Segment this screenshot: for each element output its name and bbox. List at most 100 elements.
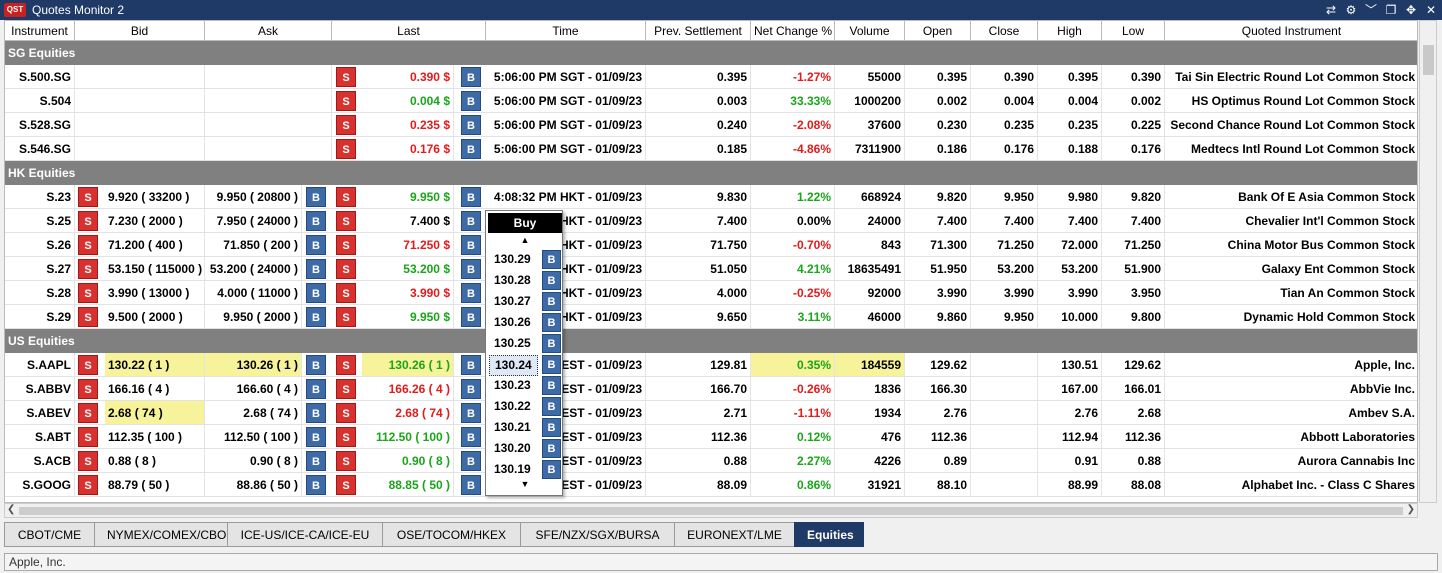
close-icon[interactable]: ✕ bbox=[1425, 3, 1437, 17]
move-icon[interactable]: ✥ bbox=[1405, 3, 1417, 17]
tab-nymex-comex-cboe[interactable]: NYMEX/COMEX/CBOE bbox=[94, 522, 234, 547]
quote-row[interactable]: S.ACB 0.88 ( 8 ) 0.90 ( 8 ) 0.90 ( 8 ) EST -… bbox=[5, 449, 1417, 473]
ladder-price-row[interactable]: 130.20 B bbox=[486, 438, 564, 459]
ladder-buy-button[interactable]: B bbox=[542, 313, 561, 332]
sell-button[interactable]: S bbox=[336, 283, 356, 303]
column-header-last[interactable]: Last bbox=[332, 21, 486, 40]
buy-button[interactable]: B bbox=[461, 283, 481, 303]
link-icon[interactable]: ⇄ bbox=[1325, 3, 1337, 17]
horizontal-scrollbar[interactable]: ❮ ❯ bbox=[4, 503, 1418, 518]
ladder-buy-button[interactable]: B bbox=[542, 439, 561, 458]
sell-button[interactable]: S bbox=[336, 307, 356, 327]
scroll-up-icon[interactable]: ▲ bbox=[520, 235, 530, 245]
buy-button[interactable]: B bbox=[461, 307, 481, 327]
sell-button[interactable]: S bbox=[336, 187, 356, 207]
ladder-price[interactable]: 130.24 bbox=[489, 355, 538, 376]
sell-button[interactable]: S bbox=[336, 235, 356, 255]
sell-button[interactable]: S bbox=[336, 451, 356, 471]
sell-bid-button[interactable]: S bbox=[78, 475, 98, 495]
ladder-price[interactable]: 130.22 bbox=[494, 399, 531, 413]
column-header-vol[interactable]: Volume bbox=[835, 21, 905, 40]
scroll-right-icon[interactable]: ❯ bbox=[1406, 504, 1415, 515]
quote-row[interactable]: S.27 53.150 ( 115000 ) 53.200 ( 24000 ) 53.… bbox=[5, 257, 1417, 281]
restore-icon[interactable]: ❐ bbox=[1385, 3, 1397, 17]
sell-button[interactable]: S bbox=[336, 355, 356, 375]
ladder-price-row[interactable]: 130.26 B bbox=[486, 312, 564, 333]
buy-button[interactable]: B bbox=[461, 235, 481, 255]
sell-bid-button[interactable]: S bbox=[78, 259, 98, 279]
quote-row[interactable]: S.504 0.004 $5:06:00 PM SGT - 01/09/23 0.0… bbox=[5, 89, 1417, 113]
ladder-buy-button[interactable]: B bbox=[542, 418, 561, 437]
ladder-price-row[interactable]: 130.19 B bbox=[486, 459, 564, 480]
quote-row[interactable]: S.29 9.500 ( 2000 ) 9.950 ( 2000 ) 9.950 $ H… bbox=[5, 305, 1417, 329]
buy-button[interactable]: B bbox=[461, 187, 481, 207]
ladder-buy-button[interactable]: B bbox=[542, 397, 561, 416]
buy-button[interactable]: B bbox=[461, 355, 481, 375]
sell-button[interactable]: S bbox=[336, 139, 356, 159]
column-header-bid[interactable]: Bid bbox=[75, 21, 205, 40]
sell-bid-button[interactable]: S bbox=[78, 187, 98, 207]
sell-button[interactable]: S bbox=[336, 475, 356, 495]
buy-button[interactable]: B bbox=[461, 211, 481, 231]
column-header-high[interactable]: High bbox=[1038, 21, 1102, 40]
ladder-price-row[interactable]: 130.23 B bbox=[486, 375, 564, 396]
buy-ask-button[interactable]: B bbox=[306, 379, 326, 399]
tab-ice-us-ice-ca-ice-eu[interactable]: ICE-US/ICE-CA/ICE-EU bbox=[227, 522, 382, 547]
sell-bid-button[interactable]: S bbox=[78, 403, 98, 423]
buy-button[interactable]: B bbox=[461, 259, 481, 279]
sell-bid-button[interactable]: S bbox=[78, 355, 98, 375]
ladder-buy-button[interactable]: B bbox=[542, 334, 561, 353]
column-header-prev[interactable]: Prev. Settlement bbox=[646, 21, 751, 40]
sell-bid-button[interactable]: S bbox=[78, 451, 98, 471]
ladder-price[interactable]: 130.19 bbox=[494, 462, 531, 476]
quote-row[interactable]: S.500.SG 0.390 $ 5:06:00 PM SGT - 01/09/23… bbox=[5, 65, 1417, 89]
ladder-price[interactable]: 130.25 bbox=[494, 336, 531, 350]
buy-ask-button[interactable]: B bbox=[306, 475, 326, 495]
sell-button[interactable]: S bbox=[336, 91, 356, 111]
ladder-price-row[interactable]: 130.21 B bbox=[486, 417, 564, 438]
quote-row[interactable]: S.GOOG 88.79 ( 50 ) 88.86 ( 50 ) 88.85 ( 50… bbox=[5, 473, 1417, 497]
sell-bid-button[interactable]: S bbox=[78, 235, 98, 255]
scroll-thumb[interactable] bbox=[19, 507, 1403, 515]
ladder-buy-button[interactable]: B bbox=[542, 292, 561, 311]
column-header-open[interactable]: Open bbox=[905, 21, 971, 40]
sell-button[interactable]: S bbox=[336, 403, 356, 423]
column-header-close[interactable]: Close bbox=[971, 21, 1038, 40]
ladder-price-row[interactable]: 130.22 B bbox=[486, 396, 564, 417]
ladder-price-row[interactable]: 130.24 B bbox=[486, 354, 564, 376]
buy-ask-button[interactable]: B bbox=[306, 187, 326, 207]
ladder-buy-button[interactable]: B bbox=[542, 376, 561, 395]
ladder-price[interactable]: 130.28 bbox=[494, 273, 531, 287]
quote-row[interactable]: S.528.SG 0.235 $ 5:06:00 PM SGT - 01/09/23… bbox=[5, 113, 1417, 137]
column-header-chg[interactable]: Net Change % bbox=[751, 21, 835, 40]
tab-cbot-cme[interactable]: CBOT/CME bbox=[4, 522, 94, 547]
tab-equities[interactable]: Equities bbox=[794, 522, 864, 547]
sell-bid-button[interactable]: S bbox=[78, 283, 98, 303]
sell-bid-button[interactable]: S bbox=[78, 211, 98, 231]
sell-button[interactable]: S bbox=[336, 67, 356, 87]
buy-ask-button[interactable]: B bbox=[306, 283, 326, 303]
buy-ask-button[interactable]: B bbox=[306, 451, 326, 471]
buy-button[interactable]: B bbox=[461, 451, 481, 471]
tab-sfe-nzx-sgx-bursa[interactable]: SFE/NZX/SGX/BURSA bbox=[520, 522, 674, 547]
buy-button[interactable]: B bbox=[461, 91, 481, 111]
quote-row[interactable]: S.26 71.200 ( 400 ) 71.850 ( 200 ) 71.250 $… bbox=[5, 233, 1417, 257]
buy-button[interactable]: B bbox=[461, 403, 481, 423]
ladder-price-row[interactable]: 130.25 B bbox=[486, 333, 564, 354]
tab-euronext-lme[interactable]: EURONEXT/LME bbox=[674, 522, 794, 547]
buy-ask-button[interactable]: B bbox=[306, 235, 326, 255]
tab-ose-tocom-hkex[interactable]: OSE/TOCOM/HKEX bbox=[382, 522, 520, 547]
ladder-buy-button[interactable]: B bbox=[542, 355, 561, 374]
buy-button[interactable]: B bbox=[461, 139, 481, 159]
buy-button[interactable]: B bbox=[461, 475, 481, 495]
quote-row[interactable]: S.25 7.230 ( 2000 ) 7.950 ( 24000 ) 7.400 $… bbox=[5, 209, 1417, 233]
buy-ask-button[interactable]: B bbox=[306, 211, 326, 231]
quote-row[interactable]: S.23 9.920 ( 33200 ) 9.950 ( 20800 ) 9.950 … bbox=[5, 185, 1417, 209]
sell-button[interactable]: S bbox=[336, 115, 356, 135]
ladder-price[interactable]: 130.29 bbox=[494, 252, 531, 266]
sell-bid-button[interactable]: S bbox=[78, 427, 98, 447]
ladder-price[interactable]: 130.20 bbox=[494, 441, 531, 455]
ladder-price-row[interactable]: 130.29 B bbox=[486, 249, 564, 270]
buy-button[interactable]: B bbox=[461, 67, 481, 87]
vertical-scrollbar[interactable] bbox=[1419, 20, 1437, 503]
